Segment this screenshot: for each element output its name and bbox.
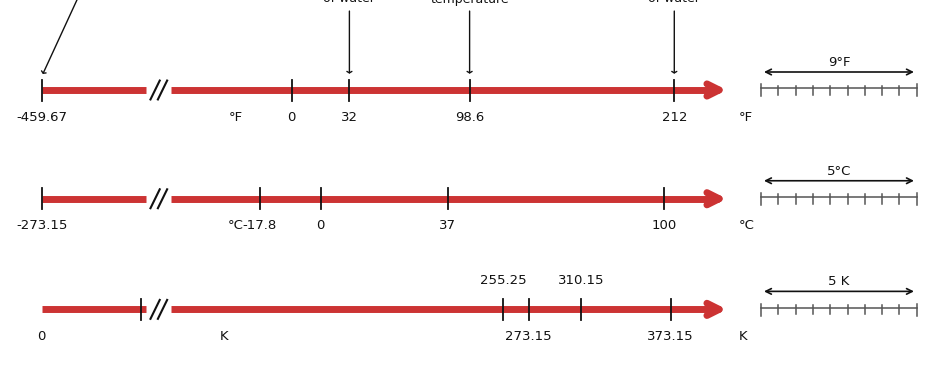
Text: 0: 0: [37, 330, 46, 343]
Text: 37: 37: [439, 219, 457, 232]
Text: 0: 0: [287, 111, 295, 124]
Text: 32: 32: [341, 111, 358, 124]
Text: 373.15: 373.15: [647, 330, 694, 343]
Text: °C: °C: [228, 219, 244, 232]
Text: 0: 0: [317, 219, 325, 232]
Text: °F: °F: [229, 111, 244, 124]
Text: -273.15: -273.15: [16, 219, 68, 232]
Text: Boiling point
of water: Boiling point of water: [635, 0, 713, 73]
Text: 5 K: 5 K: [828, 275, 850, 288]
Text: °F: °F: [739, 111, 753, 124]
Text: Normal body
temperature: Normal body temperature: [430, 0, 509, 73]
Text: -459.67: -459.67: [16, 111, 68, 124]
Text: 212: 212: [661, 111, 687, 124]
Text: K: K: [219, 330, 229, 343]
Text: Absolute zero: Absolute zero: [42, 0, 127, 73]
Text: 100: 100: [652, 219, 677, 232]
Text: 98.6: 98.6: [455, 111, 484, 124]
Text: 310.15: 310.15: [557, 274, 605, 287]
Text: 5°C: 5°C: [827, 165, 851, 178]
Text: K: K: [739, 330, 747, 343]
Text: 9°F: 9°F: [828, 56, 850, 69]
Text: °C: °C: [739, 219, 755, 232]
Text: 255.25: 255.25: [480, 274, 527, 287]
Text: Freezing point
of water: Freezing point of water: [306, 0, 394, 73]
Text: -17.8: -17.8: [243, 219, 277, 232]
Text: 273.15: 273.15: [506, 330, 552, 343]
